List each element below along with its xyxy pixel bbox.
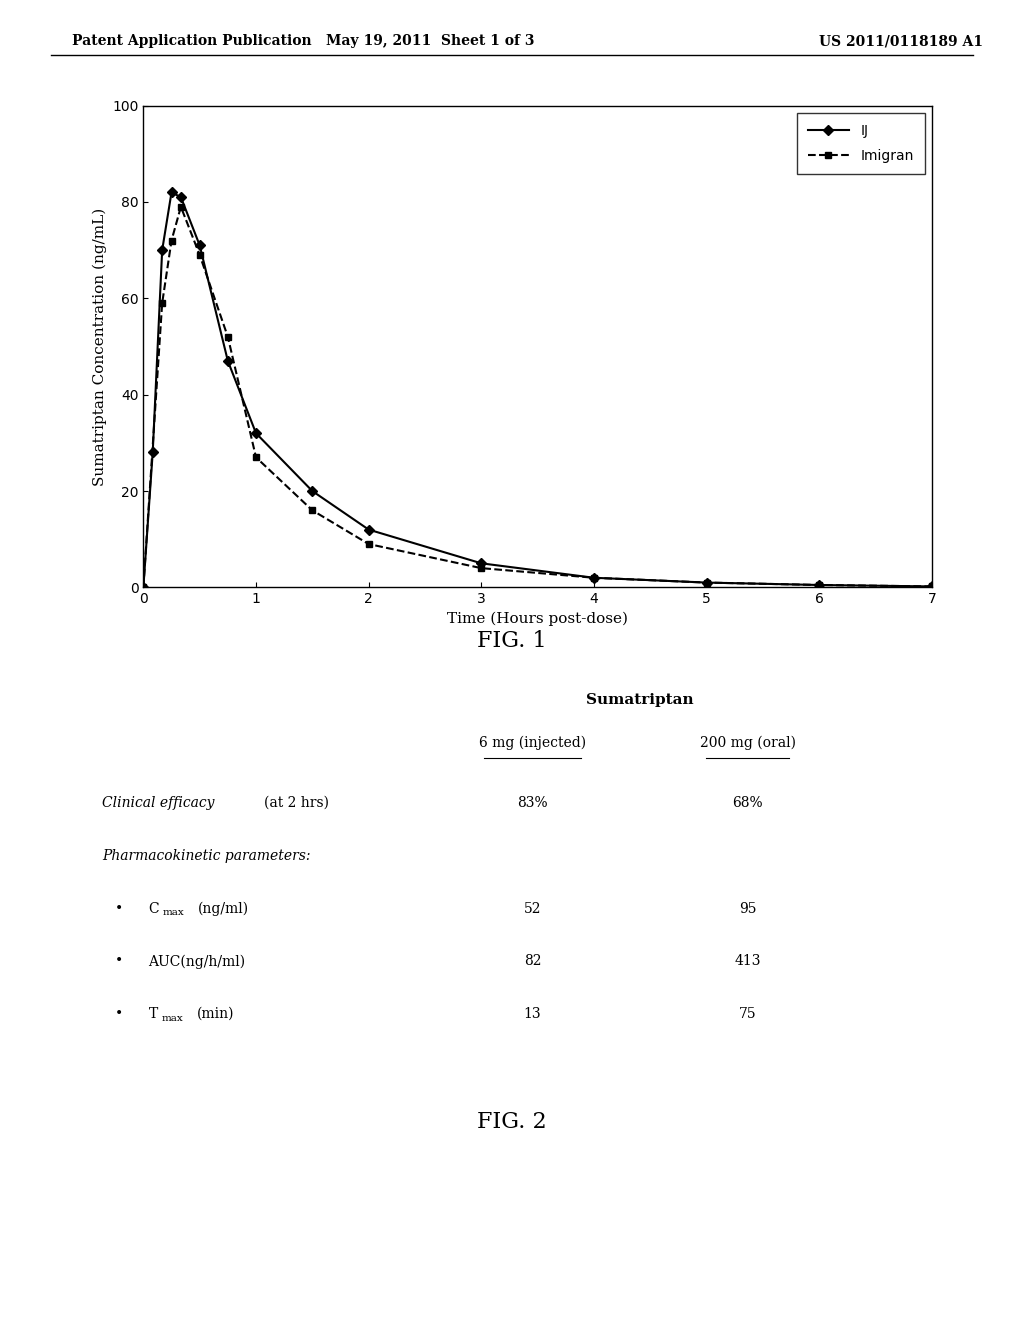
IJ (588, 570, 600, 586)
Text: FIG. 1: FIG. 1 (477, 630, 547, 652)
Text: C: C (148, 902, 159, 916)
Text: T: T (148, 1007, 158, 1022)
Text: max: max (163, 908, 184, 917)
Line: IJ: IJ (140, 189, 935, 591)
IJ (306, 483, 318, 499)
Text: Pharmacokinetic parameters:: Pharmacokinetic parameters: (102, 849, 311, 863)
Imigran (166, 232, 178, 248)
Text: Patent Application Publication: Patent Application Publication (72, 34, 311, 49)
Imigran (926, 578, 938, 594)
Imigran (813, 577, 825, 593)
Imigran (362, 536, 375, 552)
IJ (156, 242, 168, 257)
Text: 83%: 83% (517, 796, 548, 810)
Imigran (194, 247, 206, 263)
Imigran (306, 503, 318, 519)
Imigran (250, 449, 262, 465)
Text: •: • (115, 1007, 123, 1022)
IJ (137, 579, 150, 595)
Text: •: • (115, 954, 123, 969)
Text: (at 2 hrs): (at 2 hrs) (264, 796, 329, 810)
Text: 95: 95 (738, 902, 757, 916)
Text: 52: 52 (523, 902, 542, 916)
Text: May 19, 2011  Sheet 1 of 3: May 19, 2011 Sheet 1 of 3 (326, 34, 535, 49)
Imigran (588, 570, 600, 586)
Line: Imigran: Imigran (140, 203, 935, 591)
Text: Clinical efficacy: Clinical efficacy (102, 796, 215, 810)
Text: 82: 82 (523, 954, 542, 969)
X-axis label: Time (Hours post-dose): Time (Hours post-dose) (447, 611, 628, 626)
IJ (813, 577, 825, 593)
IJ (700, 574, 713, 590)
Imigran (700, 574, 713, 590)
Imigran (156, 296, 168, 312)
IJ (250, 425, 262, 441)
IJ (175, 189, 187, 205)
Y-axis label: Sumatriptan Concentration (ng/mL): Sumatriptan Concentration (ng/mL) (92, 207, 106, 486)
Imigran (222, 329, 234, 345)
Text: 413: 413 (734, 954, 761, 969)
IJ (475, 556, 487, 572)
Text: 75: 75 (738, 1007, 757, 1022)
Text: 68%: 68% (732, 796, 763, 810)
Text: US 2011/0118189 A1: US 2011/0118189 A1 (819, 34, 983, 49)
Text: 13: 13 (523, 1007, 542, 1022)
IJ (926, 578, 938, 594)
Text: max: max (162, 1014, 183, 1023)
IJ (194, 238, 206, 253)
Imigran (137, 579, 150, 595)
IJ (146, 445, 159, 461)
Imigran (175, 199, 187, 215)
Imigran (475, 560, 487, 576)
IJ (222, 352, 234, 368)
Text: (ng/ml): (ng/ml) (198, 902, 249, 916)
IJ (166, 185, 178, 201)
Text: 200 mg (oral): 200 mg (oral) (699, 735, 796, 750)
Text: FIG. 2: FIG. 2 (477, 1111, 547, 1134)
Legend: IJ, Imigran: IJ, Imigran (797, 112, 925, 174)
Text: Sumatriptan: Sumatriptan (586, 693, 694, 708)
IJ (362, 521, 375, 537)
Text: AUC(ng/h/ml): AUC(ng/h/ml) (148, 954, 246, 969)
Text: 6 mg (injected): 6 mg (injected) (479, 735, 586, 750)
Text: (min): (min) (197, 1007, 234, 1022)
Text: •: • (115, 902, 123, 916)
